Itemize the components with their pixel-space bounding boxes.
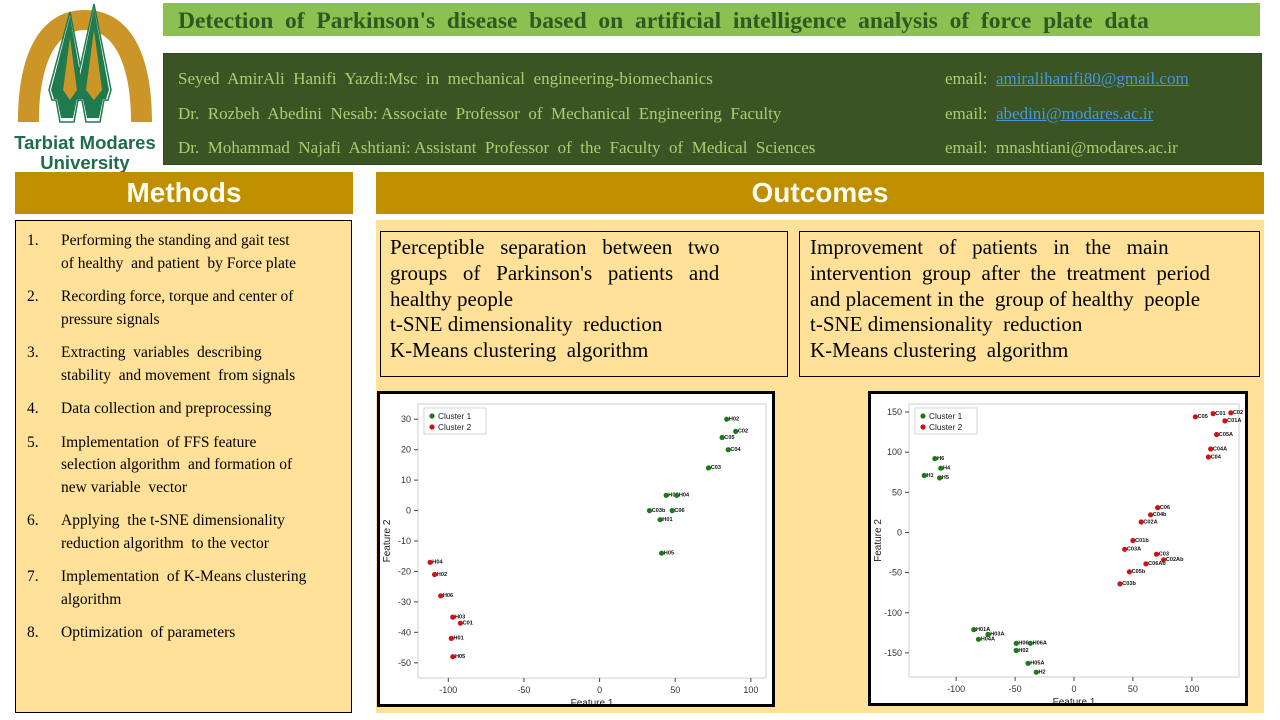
svg-text:Feature 2: Feature 2 [873,519,884,562]
svg-text:H05: H05 [664,551,674,557]
svg-text:C01: C01 [1215,411,1225,417]
svg-text:10: 10 [401,475,411,485]
svg-text:-30: -30 [398,597,411,607]
svg-text:C02: C02 [1233,410,1243,416]
svg-text:C04: C04 [1211,454,1222,460]
svg-text:H04: H04 [432,560,443,566]
svg-text:C05b: C05b [1132,569,1146,575]
svg-text:C04A: C04A [1213,446,1227,452]
svg-text:H6: H6 [937,456,944,462]
svg-text:C06Ab: C06Ab [1148,561,1166,567]
svg-text:0: 0 [406,506,411,516]
svg-text:150: 150 [887,407,902,417]
svg-text:30: 30 [401,414,411,424]
svg-text:C02: C02 [738,429,748,435]
svg-text:C01: C01 [463,621,473,627]
svg-text:-100: -100 [439,685,457,695]
svg-text:20: 20 [401,445,411,455]
svg-text:-50: -50 [398,658,411,668]
svg-text:Cluster 1: Cluster 1 [438,411,472,421]
svg-text:C04b: C04b [1153,512,1167,518]
svg-text:-150: -150 [884,648,902,658]
svg-text:50: 50 [892,487,902,497]
svg-text:C02Ab: C02Ab [1166,557,1184,563]
svg-text:H06: H06 [1018,641,1028,647]
svg-text:C03A: C03A [1127,547,1141,553]
svg-text:H05: H05 [455,654,465,660]
svg-text:C02A: C02A [1143,519,1157,525]
svg-text:C03b: C03b [652,508,666,514]
svg-text:C06: C06 [1160,505,1170,511]
svg-text:H03: H03 [455,614,465,620]
svg-text:H01: H01 [662,517,672,523]
svg-text:0: 0 [1071,684,1076,694]
svg-text:100: 100 [1184,684,1199,694]
svg-text:Feature 2: Feature 2 [382,519,393,562]
svg-text:50: 50 [670,685,680,695]
svg-text:H02: H02 [729,417,739,423]
svg-text:0: 0 [897,528,902,538]
svg-text:H04A: H04A [981,637,995,643]
svg-text:H2: H2 [1039,670,1046,676]
svg-text:H04: H04 [679,493,690,499]
svg-text:H05A: H05A [1030,661,1044,667]
svg-text:-40: -40 [398,627,411,637]
svg-text:-50: -50 [1009,684,1022,694]
svg-text:Cluster 1: Cluster 1 [929,411,963,421]
svg-text:-100: -100 [884,608,902,618]
svg-text:Cluster 2: Cluster 2 [929,422,963,432]
svg-text:H06A: H06A [1033,641,1047,647]
svg-text:C05: C05 [1198,414,1208,420]
svg-text:-10: -10 [398,536,411,546]
svg-text:C06: C06 [674,508,684,514]
svg-text:C01A: C01A [1227,418,1241,424]
svg-text:H02: H02 [1018,648,1028,654]
svg-text:100: 100 [743,685,758,695]
svg-text:-50: -50 [517,685,530,695]
svg-text:-20: -20 [398,566,411,576]
svg-text:H01: H01 [454,636,464,642]
svg-text:H06: H06 [443,593,453,599]
svg-text:C01b: C01b [1135,538,1149,544]
svg-text:-100: -100 [947,684,965,694]
svg-text:50: 50 [1128,684,1138,694]
svg-text:H5: H5 [942,475,949,481]
svg-text:Feature 1: Feature 1 [1053,697,1096,706]
svg-text:C03: C03 [711,465,721,471]
svg-text:H1: H1 [927,473,934,479]
svg-text:H02: H02 [437,572,447,578]
svg-text:C05A: C05A [1219,432,1233,438]
svg-text:C04: C04 [730,447,741,453]
svg-text:C03b: C03b [1122,581,1136,587]
svg-text:0: 0 [597,685,602,695]
svg-text:Cluster 2: Cluster 2 [438,422,472,432]
svg-text:-50: -50 [889,568,902,578]
svg-text:C05: C05 [724,435,734,441]
svg-text:100: 100 [887,447,902,457]
svg-text:Feature 1: Feature 1 [571,698,614,707]
svg-text:H4: H4 [943,466,951,472]
